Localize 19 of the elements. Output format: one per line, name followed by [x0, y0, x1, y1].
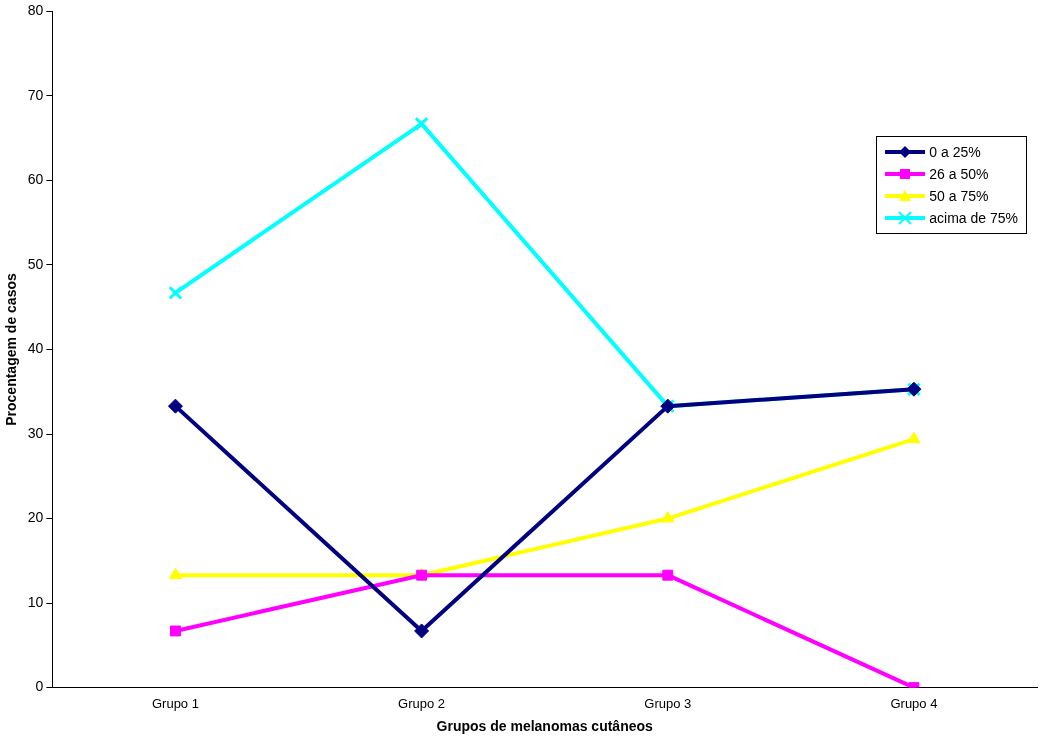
y-axis-title: Procentagem de casos — [3, 273, 20, 426]
x-axis-title: Grupos de melanomas cutâneos — [436, 718, 654, 735]
y-tick-label: 40 — [27, 340, 44, 357]
y-tick-label: 50 — [27, 255, 44, 272]
legend-label: acima de 75% — [929, 210, 1018, 227]
x-tick-label: Grupo 3 — [644, 695, 692, 711]
y-tick-label: 30 — [27, 424, 44, 441]
legend-label: 26 a 50% — [929, 166, 989, 183]
y-tick-label: 10 — [27, 593, 44, 610]
legend-label: 0 a 25% — [929, 144, 981, 161]
y-tick-label: 80 — [27, 2, 44, 19]
y-tick-label: 0 — [35, 678, 44, 695]
legend-label: 50 a 75% — [929, 188, 989, 205]
x-tick-label: Grupo 2 — [398, 695, 446, 711]
y-tick-label: 60 — [27, 171, 44, 188]
x-tick-label: Grupo 4 — [890, 695, 938, 711]
y-tick-label: 70 — [27, 86, 44, 103]
y-tick-label: 20 — [27, 509, 44, 526]
x-tick-label: Grupo 1 — [151, 695, 199, 711]
